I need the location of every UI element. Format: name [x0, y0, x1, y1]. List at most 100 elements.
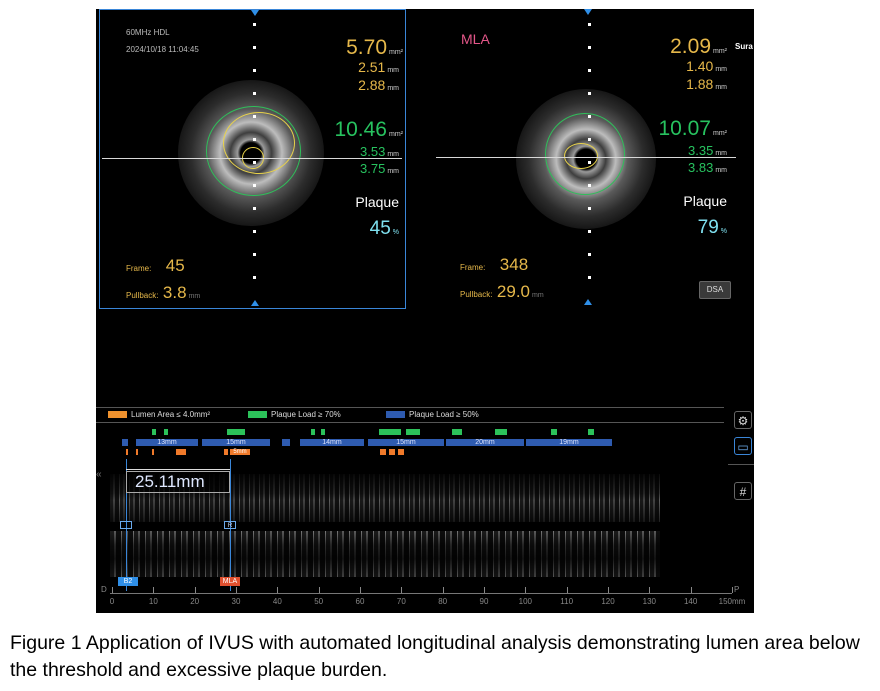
axis-tick: [277, 587, 279, 593]
axis-tick-label: 140: [683, 597, 698, 606]
unit-pct: %: [392, 229, 399, 236]
b2-marker[interactable]: B2: [118, 577, 138, 586]
vessel-min-diameter: 3.35: [688, 143, 714, 158]
frame-value: 45: [165, 256, 185, 275]
lumen-area-value: 2.09: [670, 35, 711, 58]
pullback-value: 3.8: [162, 283, 187, 302]
segment-length-label: 5mm: [233, 449, 247, 455]
axis-tick: [608, 587, 609, 593]
lumen-threshold-mark: [136, 449, 138, 455]
unit-mm: mm: [188, 293, 201, 300]
unit-mm: mm: [715, 84, 727, 91]
plaque50-segment[interactable]: 19mm: [526, 439, 612, 446]
axis-tick: [401, 587, 403, 593]
caliper-line-left[interactable]: [126, 459, 127, 591]
clipped-side-label: Sura: [735, 42, 753, 51]
left-frame-marker[interactable]: [120, 521, 132, 529]
guide-dot: [588, 276, 591, 279]
dsa-button[interactable]: DSA: [699, 281, 731, 299]
unit-mm: mm: [387, 67, 399, 74]
side-divider: [728, 464, 754, 465]
unit-mm: mm: [532, 292, 544, 299]
unit-pct: %: [720, 228, 727, 235]
plaque50-segment[interactable]: 15mm: [202, 439, 270, 446]
axis-tick-label: 150mm: [718, 597, 746, 606]
plaque50-segment: [282, 439, 290, 446]
plaque-value: 79: [697, 217, 719, 238]
lumen-threshold-mark: [126, 449, 128, 455]
plaque-value: 45: [369, 218, 391, 239]
lumen-threshold-mark: [398, 449, 404, 455]
guide-dot: [588, 138, 591, 141]
legend-plaque70-swatch: [248, 411, 267, 418]
lumen-contour: [564, 143, 598, 169]
lumen-threshold-mark: [176, 449, 186, 455]
datetime-label: 2024/10/18 11:04:45: [126, 45, 199, 54]
legend-plaque70: Plaque Load ≥ 70%: [248, 410, 341, 419]
axis-tick-label: 90: [479, 597, 489, 606]
left-cross-section-pane[interactable]: 60MHz HDL 2024/10/18 11:04:45 5.70 mm² 2.…: [99, 9, 406, 309]
lumen-contour: [223, 112, 295, 174]
pullback-label: Pullback:: [460, 290, 493, 299]
plaque50-segment[interactable]: 20mm: [446, 439, 524, 446]
legend-lumen: Lumen Area ≤ 4.0mm²: [108, 410, 210, 419]
caliper-span: [126, 469, 230, 470]
figure-caption: Figure 1 Application of IVUS with automa…: [10, 632, 860, 681]
guide-dot: [253, 230, 256, 233]
longitudinal-view-bottom[interactable]: [110, 531, 660, 577]
plaque70-mark: [227, 429, 245, 435]
axis-line: [110, 593, 732, 594]
caliper-line-right[interactable]: [230, 459, 231, 591]
probe-label: 60MHz HDL: [126, 28, 170, 37]
top-marker[interactable]: [584, 9, 592, 15]
legend-bottom-divider: [96, 422, 724, 423]
bottom-marker[interactable]: [584, 299, 592, 305]
top-marker[interactable]: [251, 10, 259, 16]
plaque70-mark: [495, 429, 507, 435]
plaque70-mark: [379, 429, 401, 435]
length-measurement: 25.11mm: [126, 471, 230, 493]
mla-marker[interactable]: MLA: [220, 577, 240, 586]
lumen-threshold-segment[interactable]: 5mm: [230, 449, 250, 455]
axis-tick-label: 70: [396, 597, 406, 606]
unit-mm2: mm²: [389, 131, 403, 138]
guide-dot: [253, 46, 256, 49]
frame-value: 348: [499, 255, 529, 274]
plaque70-mark: [452, 429, 462, 435]
bottom-marker[interactable]: [251, 300, 259, 306]
gear-icon[interactable]: ⚙: [734, 411, 752, 429]
plaque70-mark: [406, 429, 420, 435]
legend-plaque50-swatch: [386, 411, 405, 418]
vertical-guide-left: [253, 23, 256, 295]
axis-tick: [153, 587, 155, 593]
plaque50-segment[interactable]: 14mm: [300, 439, 364, 446]
lumen-min-diameter: 1.40: [686, 58, 714, 74]
axis-tick: [525, 587, 527, 593]
axis-tick: [442, 587, 444, 593]
unit-mm: mm: [387, 85, 399, 92]
pullback-value: 29.0: [496, 282, 531, 301]
r-frame-marker[interactable]: R: [224, 521, 236, 529]
lumen-threshold-mark: [152, 449, 154, 455]
lumen-area-value: 5.70: [346, 36, 387, 59]
unit-mm2: mm²: [389, 49, 403, 56]
guide-dot: [588, 161, 591, 164]
axis-tick-label: 60: [355, 597, 365, 606]
grid-icon[interactable]: #: [734, 482, 752, 500]
unit-mm2: mm²: [713, 48, 727, 55]
vessel-area-value: 10.46: [334, 118, 387, 141]
window-icon[interactable]: ▭: [734, 437, 752, 455]
legend-plaque50-label: Plaque Load ≥ 50%: [409, 410, 479, 419]
guide-dot: [253, 69, 256, 72]
axis-tick-label: 50: [314, 597, 324, 606]
axis-tick-label: 110: [560, 597, 574, 606]
vessel-max-diameter: 3.83: [688, 160, 714, 175]
plaque70-mark: [588, 429, 594, 435]
plaque50-segment[interactable]: 13mm: [136, 439, 198, 446]
plaque50-segment[interactable]: 15mm: [368, 439, 444, 446]
horizontal-guide: [102, 158, 402, 159]
chevron-left-icon[interactable]: «: [96, 469, 102, 480]
axis-tick: [194, 587, 196, 593]
segment-length-label: 15mm: [226, 439, 246, 446]
